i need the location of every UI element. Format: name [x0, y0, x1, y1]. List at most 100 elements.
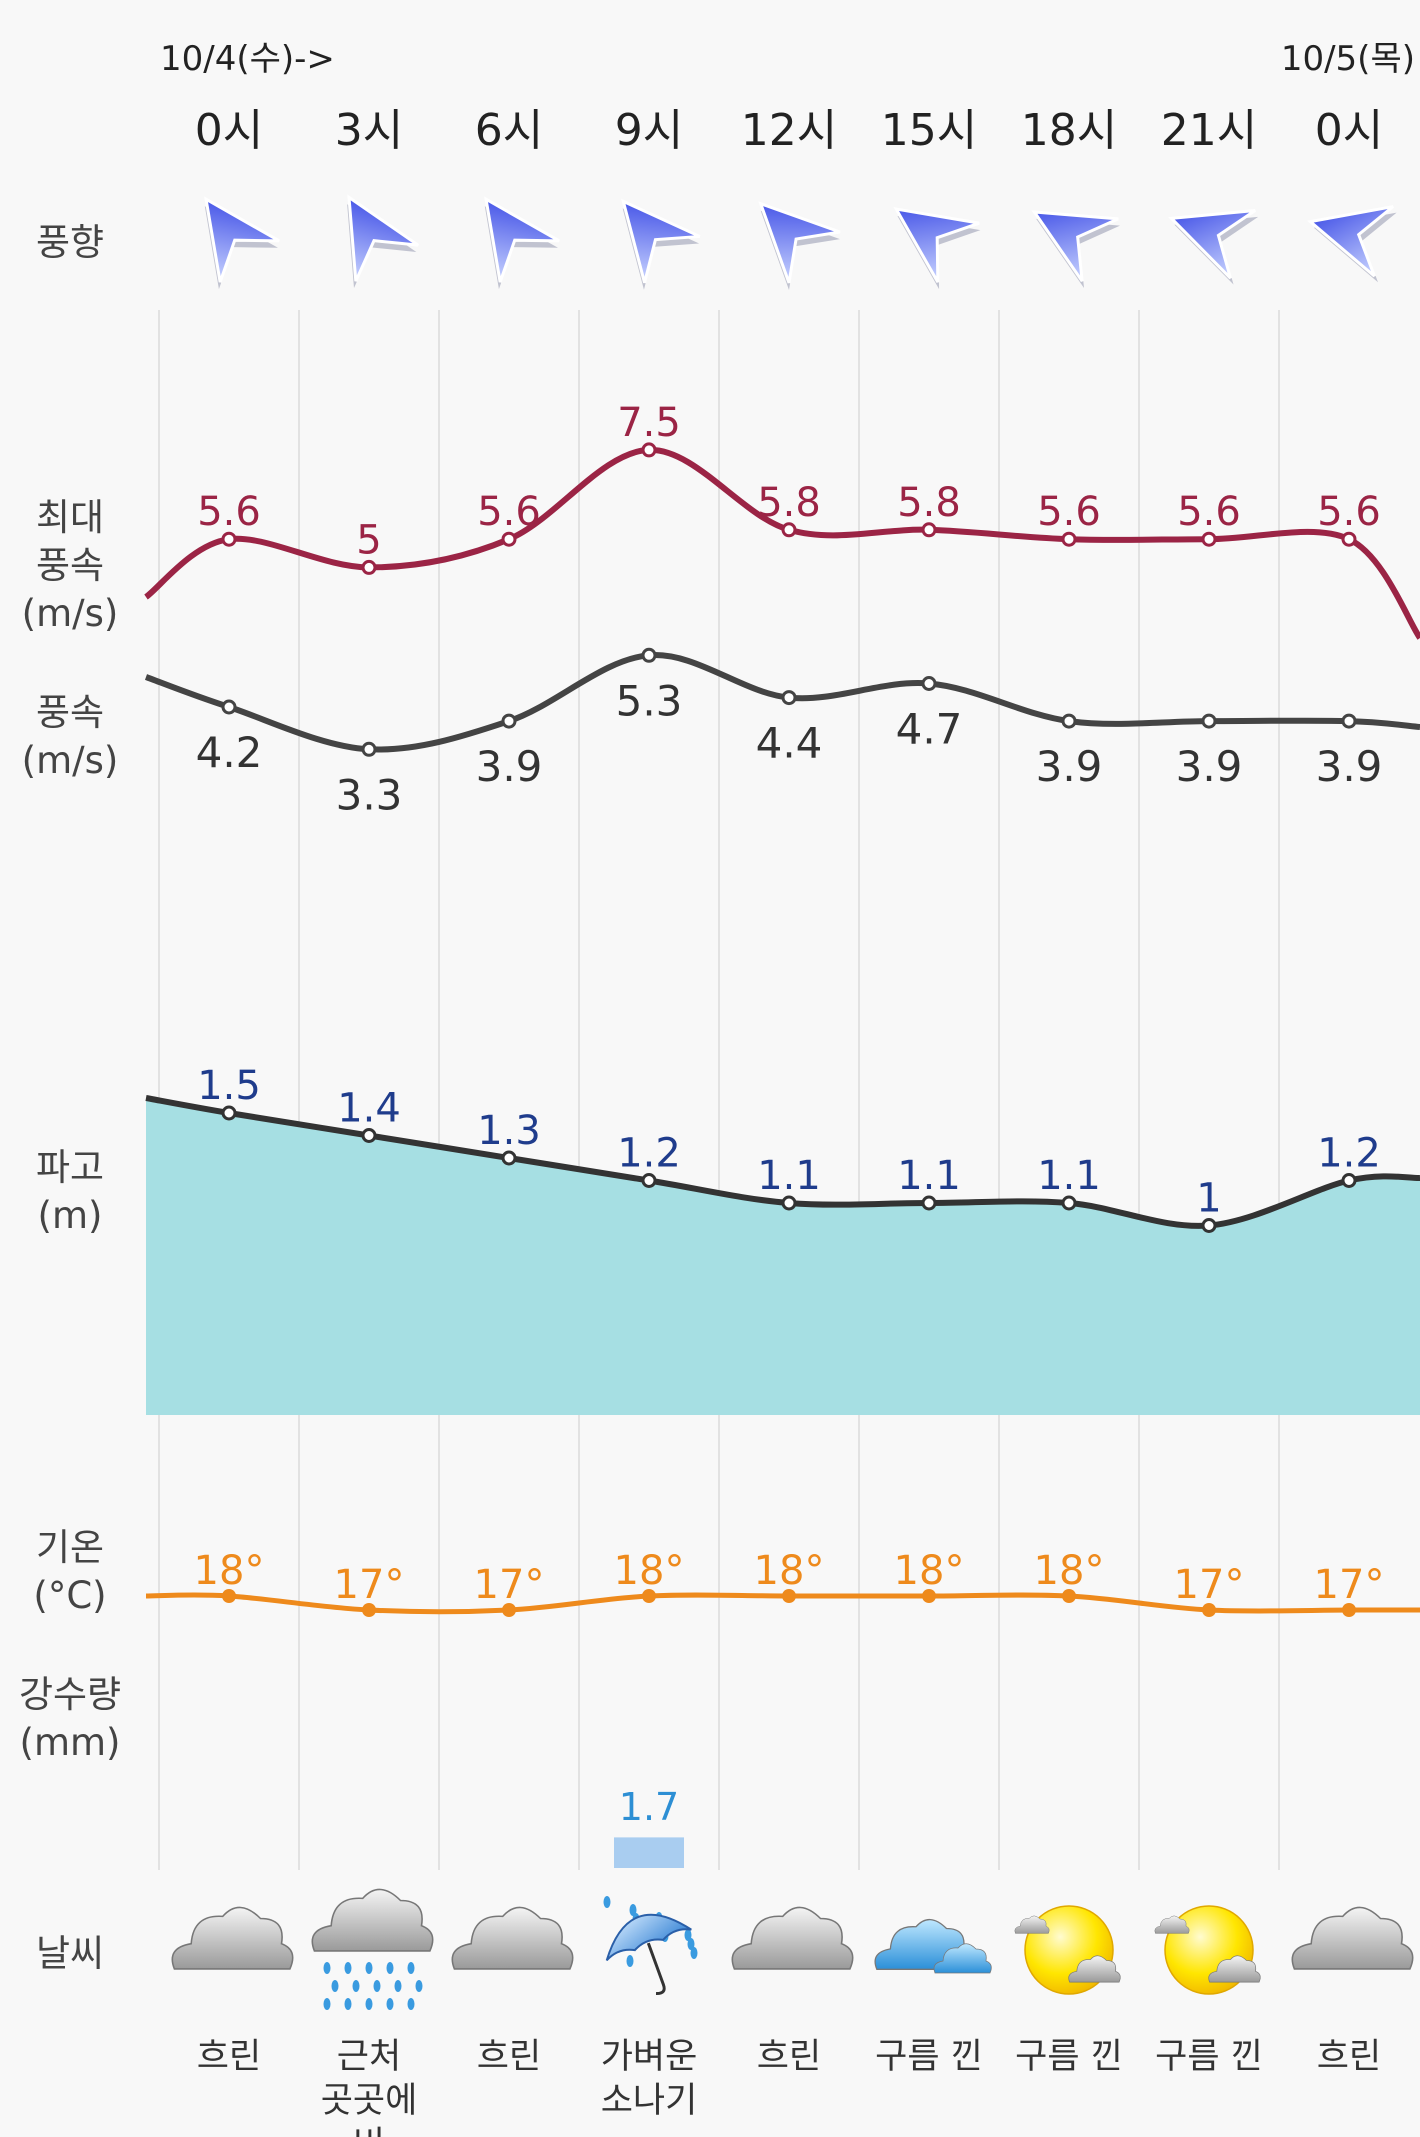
cloud-body	[451, 1906, 574, 1970]
temperature-value-label: 18°	[614, 1548, 685, 1594]
gust-value-label: 5.6	[1177, 489, 1241, 535]
wind-speed-value-label: 3.3	[336, 770, 403, 819]
gust-value-label: 5.6	[197, 489, 261, 535]
gust-point	[221, 531, 237, 547]
wave-area	[146, 1098, 1420, 1415]
weather-condition-label: 근처	[337, 2037, 401, 2077]
wave-value-label: 1.1	[897, 1153, 961, 1199]
wave-point	[221, 1105, 237, 1121]
temperature-point	[782, 1589, 796, 1603]
wind-arrow-icon	[484, 196, 560, 290]
wind-direction-row-label: 풍향	[36, 221, 104, 264]
cloud-shape	[933, 1943, 992, 1974]
wind-speed-point	[361, 741, 377, 757]
wind-arrow-shape	[1168, 208, 1256, 280]
gust-value-label: 7.5	[617, 400, 681, 446]
gust-value-label: 5.6	[1317, 489, 1381, 535]
gust-value-label: 5	[356, 517, 381, 563]
wind-speed-row-label: (m/s)	[22, 739, 119, 782]
temperature-point	[1202, 1603, 1216, 1617]
wind-speed-point	[921, 676, 937, 691]
weather-condition-label: 구름 낀	[1155, 2037, 1263, 2077]
hour-label: 21시	[1161, 105, 1257, 156]
wave-value-label: 1.5	[197, 1063, 261, 1109]
raindrop	[415, 1980, 423, 1992]
raindrop	[407, 1998, 415, 2010]
wind-speed-value-label: 4.7	[896, 705, 963, 754]
raindrop	[373, 1980, 381, 1992]
temperature-point	[642, 1589, 656, 1603]
cloud-body	[1154, 1915, 1190, 1934]
gust-point	[1341, 531, 1357, 547]
temperature-point	[1062, 1589, 1076, 1603]
gust-point	[501, 531, 517, 547]
temperature-value-label: 17°	[1314, 1562, 1385, 1608]
wind-speed-value-label: 3.9	[476, 742, 543, 791]
weather-condition-label: 흐린	[1317, 2037, 1381, 2077]
cloud-body	[933, 1943, 992, 1974]
wave-row-label: (m)	[38, 1194, 103, 1237]
wind-arrow-shape	[1306, 205, 1395, 278]
wind-arrow-icon	[1168, 208, 1259, 285]
wind-speed-value-label: 3.9	[1036, 742, 1103, 791]
cloudy-icon	[731, 1906, 854, 1970]
hour-label: 9시	[615, 105, 683, 156]
wind-speed-value-label: 4.4	[756, 719, 823, 768]
wave-height-series: 1.5 1.4 1.3 1.2 1.1 1.1 1.1 1 1.2	[145, 1063, 1420, 1415]
wind-arrow-shape	[893, 207, 980, 283]
wind-speed-value-label: 4.2	[196, 728, 263, 777]
wind-speed-value-label: 3.9	[1316, 742, 1383, 791]
gust-value-label: 5.6	[477, 489, 541, 535]
wave-value-label: 1.4	[337, 1086, 401, 1132]
cloud-shape	[731, 1906, 854, 1970]
gust-value-label: 5.6	[1037, 489, 1101, 535]
weather-condition-label: 구름 낀	[1015, 2037, 1123, 2077]
gust-point	[361, 559, 377, 575]
wave-point	[781, 1195, 797, 1211]
temperature-point	[1342, 1603, 1356, 1617]
weather-condition-label: 비	[353, 2125, 385, 2137]
weather-condition-label: 가벼운	[601, 2037, 698, 2077]
date-start-label: 10/4(수)->	[160, 39, 335, 79]
wind-arrow-icon	[347, 194, 420, 289]
wind-speed-point	[781, 690, 797, 706]
wind-arrow-shape	[1031, 210, 1119, 283]
hour-label: 12시	[741, 105, 837, 156]
raindrop	[323, 1998, 331, 2010]
gust-row-label: 풍속	[36, 544, 104, 587]
hour-label: 0시	[195, 105, 263, 156]
gust-value-label: 5.8	[757, 480, 821, 526]
rain-icon	[311, 1888, 434, 2010]
blue-cloud-icon	[874, 1918, 992, 1974]
cloud-body	[171, 1906, 294, 1970]
temperature-series: 18° 17° 17° 18° 18° 18° 18° 17° 17°	[145, 1548, 1420, 1617]
cloud-shape	[1291, 1906, 1414, 1970]
gust-value-label: 5.8	[897, 480, 961, 526]
cloud-shape	[311, 1888, 434, 1952]
hour-label: 6시	[475, 105, 543, 156]
cloud-shape	[1154, 1915, 1190, 1934]
wind-speed-row-label: 풍속	[36, 691, 104, 734]
wind-arrow-shape	[758, 201, 841, 284]
temperature-value-label: 18°	[194, 1548, 265, 1594]
wave-point	[501, 1150, 517, 1166]
cloudy-icon	[1291, 1906, 1414, 1970]
temperature-value-label: 18°	[754, 1548, 825, 1594]
cloudy-icon	[451, 1906, 574, 1970]
weather-condition-label: 흐린	[477, 2037, 541, 2077]
hour-label: 0시	[1315, 105, 1383, 156]
weather-condition-label: 흐린	[757, 2037, 821, 2077]
wind-speed-series: 4.2 3.3 3.9 5.3 4.4 4.7 3.9 3.9 3.9	[144, 647, 1420, 819]
raindrop	[365, 1998, 373, 2010]
wave-point	[361, 1128, 377, 1143]
raindrop	[687, 1938, 695, 1950]
wind-arrow-shape	[347, 194, 420, 282]
weather-condition-label: 흐린	[197, 2037, 261, 2077]
gust-line	[144, 446, 1420, 640]
wind-arrow-icon	[1031, 210, 1121, 289]
raindrop	[344, 1998, 352, 2010]
cloud-body	[1068, 1955, 1121, 1983]
wave-value-label: 1.2	[1317, 1131, 1381, 1177]
